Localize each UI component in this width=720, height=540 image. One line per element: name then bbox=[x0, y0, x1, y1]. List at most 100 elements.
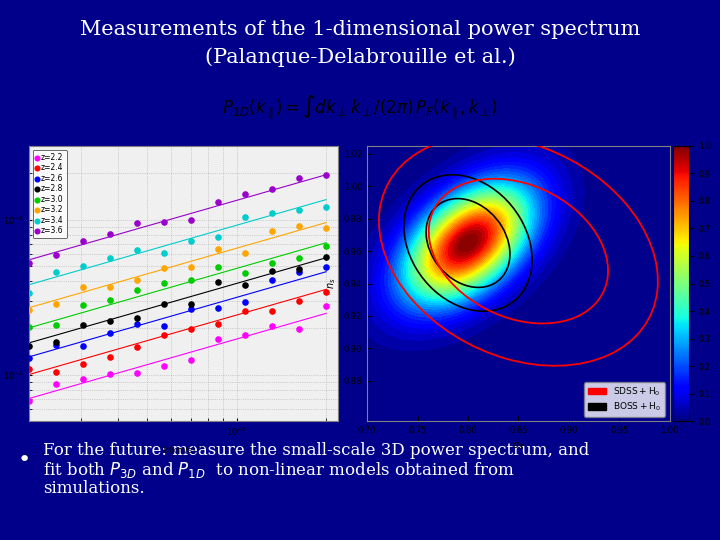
z=3.6 bbox=[293, 174, 305, 183]
z=3.2 bbox=[239, 249, 251, 258]
z=3.6 bbox=[131, 219, 143, 227]
z=2.4 bbox=[212, 320, 224, 328]
z=3.4 bbox=[158, 249, 170, 258]
z=2.6 bbox=[104, 329, 116, 338]
z=3.4 bbox=[104, 254, 116, 262]
Text: simulations.: simulations. bbox=[43, 480, 145, 497]
z=2.4 bbox=[77, 360, 89, 369]
z=2.6 bbox=[239, 298, 251, 307]
z=3.0 bbox=[266, 259, 278, 268]
z=3.0 bbox=[50, 321, 62, 330]
z=2.6 bbox=[50, 340, 62, 349]
z=2.8 bbox=[320, 253, 332, 262]
z=3.6 bbox=[320, 171, 332, 179]
Text: $P_{1D}(k_{\parallel}) = \int dk_{\perp}\, k_{\perp}/(2\pi)\, P_F(k_{\parallel},: $P_{1D}(k_{\parallel}) = \int dk_{\perp}… bbox=[222, 93, 498, 120]
z=3.2 bbox=[185, 263, 197, 272]
z=2.4 bbox=[104, 352, 116, 361]
z=3.4 bbox=[293, 206, 305, 214]
z=3.6 bbox=[266, 185, 278, 193]
z=2.8 bbox=[212, 278, 224, 287]
z=2.6 bbox=[212, 304, 224, 313]
z=2.8 bbox=[239, 281, 251, 289]
z=2.4 bbox=[50, 367, 62, 376]
z=2.2 bbox=[50, 380, 62, 388]
z=3.2 bbox=[158, 264, 170, 273]
z=3.6 bbox=[212, 198, 224, 207]
z=2.8 bbox=[23, 342, 35, 350]
z=3.4 bbox=[50, 268, 62, 276]
z=2.2 bbox=[104, 369, 116, 378]
z=3.0 bbox=[23, 323, 35, 332]
Text: fit both $P_{3D}$ and $P_{1D}$  to non-linear models obtained from: fit both $P_{3D}$ and $P_{1D}$ to non-li… bbox=[43, 460, 515, 480]
z=3.6 bbox=[77, 237, 89, 245]
z=3.6 bbox=[185, 215, 197, 224]
Legend: z=2.2, z=2.4, z=2.6, z=2.8, z=3.0, z=3.2, z=3.4, z=3.6: z=2.2, z=2.4, z=2.6, z=2.8, z=3.0, z=3.2… bbox=[32, 150, 67, 239]
z=2.4 bbox=[320, 287, 332, 296]
z=3.2 bbox=[131, 276, 143, 285]
z=2.8 bbox=[104, 316, 116, 325]
z=3.4 bbox=[185, 237, 197, 245]
z=2.2 bbox=[131, 369, 143, 377]
Text: (Palanque-Delabrouille et al.): (Palanque-Delabrouille et al.) bbox=[204, 47, 516, 66]
z=2.6 bbox=[293, 268, 305, 276]
z=3.0 bbox=[104, 296, 116, 305]
z=2.6 bbox=[185, 305, 197, 313]
z=2.6 bbox=[320, 262, 332, 271]
z=2.2 bbox=[185, 355, 197, 364]
Text: Measurements of the 1-dimensional power spectrum: Measurements of the 1-dimensional power … bbox=[80, 20, 640, 39]
z=2.8 bbox=[131, 314, 143, 323]
z=2.8 bbox=[158, 300, 170, 309]
z=3.0 bbox=[212, 263, 224, 272]
z=3.0 bbox=[185, 275, 197, 284]
z=3.0 bbox=[158, 279, 170, 287]
z=3.4 bbox=[239, 213, 251, 221]
z=3.4 bbox=[23, 289, 35, 298]
z=2.2 bbox=[320, 302, 332, 310]
z=2.6 bbox=[266, 276, 278, 285]
z=3.2 bbox=[293, 222, 305, 231]
z=3.2 bbox=[23, 305, 35, 314]
z=2.2 bbox=[77, 375, 89, 384]
z=2.8 bbox=[266, 266, 278, 275]
z=3.0 bbox=[239, 269, 251, 278]
z=3.2 bbox=[104, 282, 116, 291]
z=3.0 bbox=[293, 254, 305, 262]
z=2.2 bbox=[266, 321, 278, 330]
z=3.6 bbox=[50, 251, 62, 259]
z=2.2 bbox=[239, 330, 251, 339]
z=3.4 bbox=[131, 245, 143, 254]
z=3.2 bbox=[266, 226, 278, 235]
z=2.2 bbox=[293, 325, 305, 334]
z=2.4 bbox=[185, 325, 197, 334]
z=2.6 bbox=[158, 322, 170, 330]
z=2.8 bbox=[77, 320, 89, 329]
z=3.2 bbox=[320, 224, 332, 232]
z=3.6 bbox=[239, 190, 251, 198]
X-axis label: $k\, (\rm km/s)^{-1}$: $k\, (\rm km/s)^{-1}$ bbox=[162, 444, 205, 457]
z=2.4 bbox=[158, 331, 170, 340]
z=3.4 bbox=[320, 202, 332, 211]
z=2.6 bbox=[77, 342, 89, 351]
z=3.4 bbox=[212, 233, 224, 241]
z=3.2 bbox=[77, 283, 89, 292]
z=3.2 bbox=[212, 245, 224, 253]
z=3.0 bbox=[320, 241, 332, 250]
z=3.4 bbox=[266, 209, 278, 218]
z=2.8 bbox=[185, 300, 197, 309]
z=2.8 bbox=[50, 338, 62, 346]
z=3.6 bbox=[23, 259, 35, 267]
z=2.4 bbox=[239, 307, 251, 315]
z=3.6 bbox=[158, 217, 170, 226]
z=2.4 bbox=[266, 307, 278, 315]
z=3.2 bbox=[50, 300, 62, 308]
z=3.6 bbox=[104, 230, 116, 239]
z=3.4 bbox=[77, 262, 89, 271]
Text: For the future: measure the small-scale 3D power spectrum, and: For the future: measure the small-scale … bbox=[43, 442, 590, 460]
z=2.4 bbox=[23, 365, 35, 374]
z=2.2 bbox=[23, 396, 35, 405]
Text: •: • bbox=[18, 450, 31, 470]
z=2.2 bbox=[212, 334, 224, 343]
z=2.4 bbox=[293, 296, 305, 305]
z=2.4 bbox=[131, 342, 143, 351]
X-axis label: $\sigma_8$: $\sigma_8$ bbox=[513, 441, 524, 453]
